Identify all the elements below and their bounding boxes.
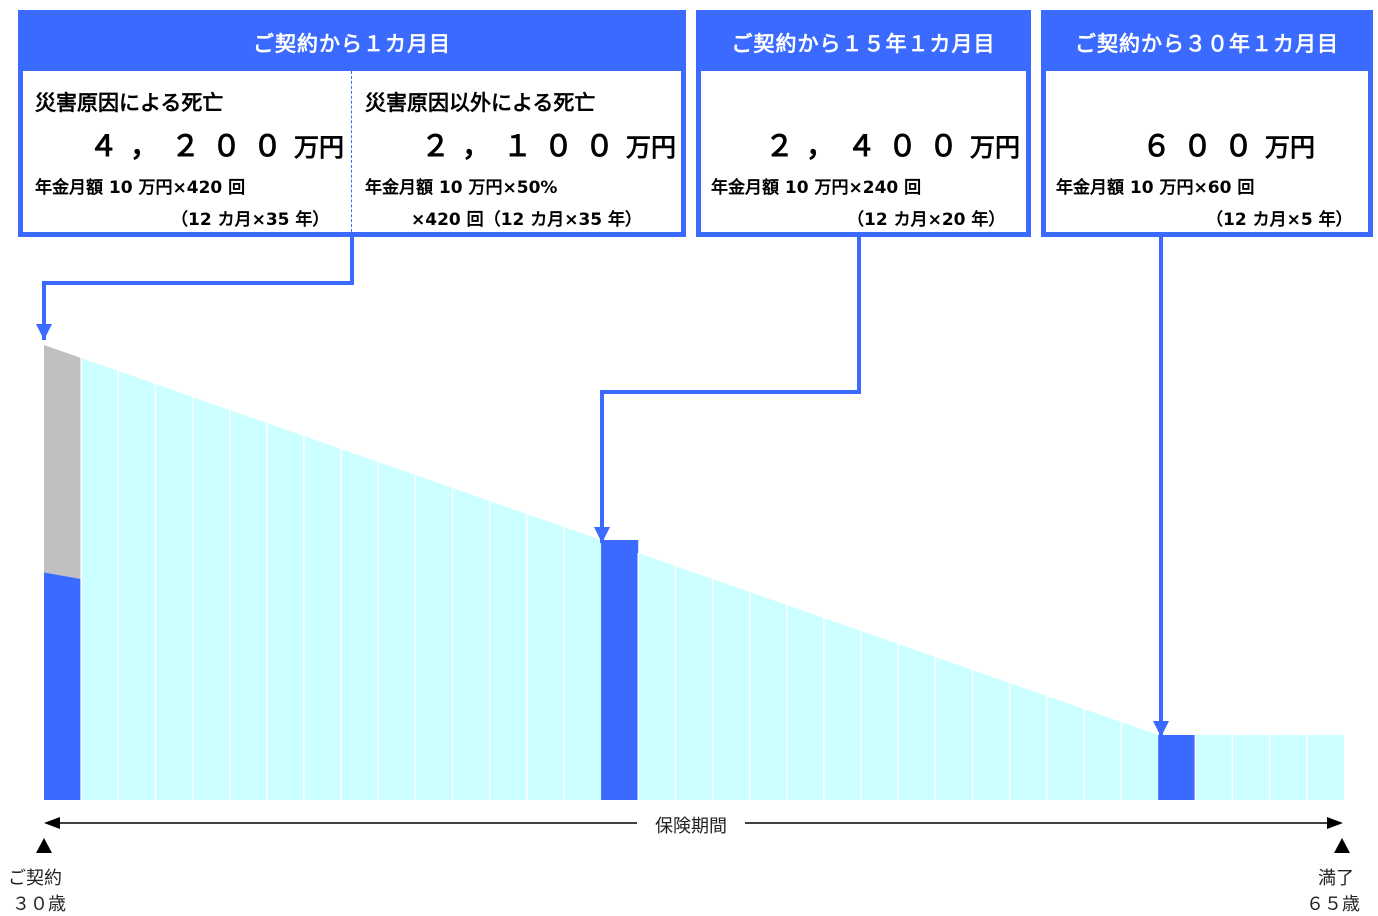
box-year30: ご契約から３０年１カ月目 ６００万円 年金月額 10 万円×60 回 （12 カ… [1041, 10, 1373, 237]
bar-year-1-disaster-extra [44, 345, 82, 579]
bar-year-32 [1195, 735, 1233, 800]
bar-year-1 [44, 572, 82, 800]
axis-arrow-right [1327, 817, 1343, 829]
bar-year-12 [452, 488, 490, 800]
arrow-year15 [600, 236, 861, 543]
bar-year-24 [898, 644, 936, 800]
start-label: ご契約 [8, 868, 62, 889]
year30-detail1: 年金月額 10 万円×60 回 [1056, 178, 1255, 198]
bar-year-11 [415, 475, 453, 800]
bar-year-17 [638, 553, 676, 800]
box-year30-header: ご契約から３０年１カ月目 [1046, 15, 1368, 71]
year30-amount: ６００万円 [1142, 129, 1316, 163]
nondisaster-death-amount: ２，１００万円 [421, 129, 677, 163]
bar-year-22 [823, 618, 862, 800]
bar-year-19 [712, 579, 750, 800]
bar-year-33 [1232, 735, 1270, 800]
box-month1-header: ご契約から１カ月目 [23, 15, 681, 71]
bar-year-26 [972, 670, 1010, 800]
arrow-year15-head [594, 527, 610, 543]
disaster-death-amount: ４，２００万円 [89, 129, 345, 163]
bar-year-16 [601, 540, 639, 800]
bar-year-18 [675, 566, 713, 800]
disaster-death-detail1: 年金月額 10 万円×420 回 [35, 178, 246, 198]
box-month1-divider [351, 71, 352, 237]
start-age: ３０歳 [12, 894, 66, 915]
bar-year-3 [118, 371, 156, 800]
bar-year-14 [526, 514, 564, 800]
bar-year-30 [1121, 722, 1159, 800]
axis-arrow-left [44, 817, 60, 829]
box-year15-header: ご契約から１５年１カ月目 [701, 15, 1026, 71]
disaster-death-detail2: （12 カ月×35 年） [171, 210, 330, 230]
bar-year-29 [1083, 709, 1122, 800]
end-label: 満了 [1318, 868, 1354, 889]
arrow-month1-head [36, 324, 52, 340]
box-month1: ご契約から１カ月目 災害原因による死亡 ４，２００万円 年金月額 10 万円×4… [18, 10, 686, 237]
bar-year-2 [81, 358, 119, 800]
bar-year-8 [303, 436, 342, 800]
bar-year-13 [489, 501, 527, 800]
bar-year-34 [1269, 735, 1307, 800]
bar-year-9 [341, 449, 379, 800]
year15-detail1: 年金月額 10 万円×240 回 [711, 178, 922, 198]
bar-year-6 [229, 410, 267, 800]
bar-year-31 [1158, 735, 1196, 800]
bar-year-27 [1009, 683, 1047, 800]
axis-label: 保険期間 [637, 812, 745, 838]
bar-year-25 [935, 657, 973, 800]
bar-year-10 [378, 462, 416, 800]
bar-year-15 [563, 527, 602, 800]
arrow-month1 [42, 236, 354, 340]
arrow-year30-head [1153, 721, 1169, 737]
nondisaster-death-detail2: ×420 回（12 カ月×35 年） [411, 210, 643, 230]
bar-year-5 [192, 397, 230, 800]
nondisaster-death-detail1: 年金月額 10 万円×50% [365, 178, 558, 198]
year15-amount: ２，４００万円 [765, 129, 1021, 163]
box-year15: ご契約から１５年１カ月目 ２，４００万円 年金月額 10 万円×240 回 （1… [696, 10, 1031, 237]
bar-year-35 [1306, 735, 1344, 800]
bar-year-20 [749, 592, 787, 800]
end-marker [1334, 838, 1350, 853]
bar-year-23 [861, 631, 899, 800]
bar-year-4 [155, 384, 193, 800]
year30-detail2: （12 カ月×5 年） [1206, 210, 1353, 230]
disaster-death-title: 災害原因による死亡 [35, 91, 224, 115]
bar-year-21 [786, 605, 824, 800]
nondisaster-death-title: 災害原因以外による死亡 [365, 91, 596, 115]
year15-detail2: （12 カ月×20 年） [847, 210, 1006, 230]
start-marker [36, 838, 52, 853]
bar-year-28 [1046, 696, 1084, 800]
end-age: ６５歳 [1306, 894, 1360, 915]
bar-year-7 [266, 423, 304, 800]
